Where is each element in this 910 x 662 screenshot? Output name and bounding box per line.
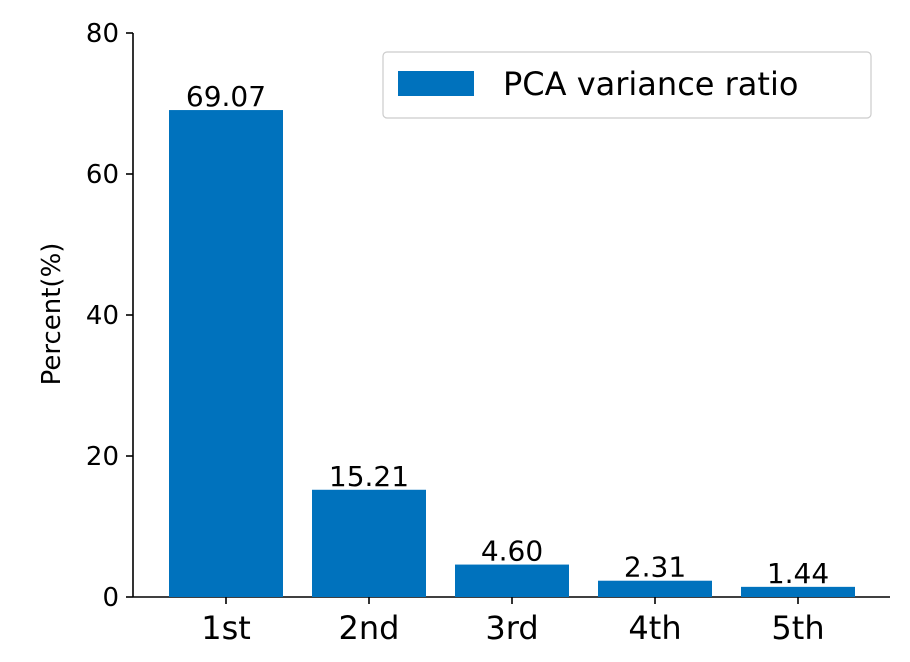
y-tick-label: 80: [86, 19, 119, 49]
x-tick-label: 3rd: [485, 609, 538, 647]
bar: [312, 489, 426, 597]
x-tick-label: 4th: [628, 609, 681, 647]
y-tick-label: 20: [86, 442, 119, 472]
y-axis-title: Percent(%): [37, 243, 67, 386]
y-tick-label: 60: [86, 160, 119, 190]
bar: [169, 110, 283, 597]
legend: PCA variance ratio: [382, 51, 872, 119]
bar-value-label: 2.31: [624, 551, 686, 584]
y-ticks: 0 20 40 60 80: [86, 19, 133, 613]
x-tick-label: 5th: [771, 609, 824, 647]
x-tick-label: 2nd: [339, 609, 400, 647]
legend-swatch: [398, 71, 474, 96]
bar: [455, 564, 569, 597]
y-tick-label: 0: [102, 583, 119, 613]
legend-box: [382, 51, 872, 119]
bar-value-label: 4.60: [481, 535, 543, 568]
x-tick-label: 1st: [201, 609, 251, 647]
bar-value-label: 69.07: [186, 80, 266, 113]
bar-value-label: 15.21: [329, 460, 409, 493]
x-ticks: 1st 2nd 3rd 4th 5th: [201, 597, 825, 647]
legend-label: PCA variance ratio: [503, 65, 798, 103]
bar-value-label: 1.44: [767, 557, 829, 590]
bar: [741, 586, 855, 597]
y-tick-label: 40: [86, 301, 119, 331]
bar: [598, 580, 712, 597]
bars: 69.07 15.21 4.60 2.31 1.44: [169, 80, 855, 597]
